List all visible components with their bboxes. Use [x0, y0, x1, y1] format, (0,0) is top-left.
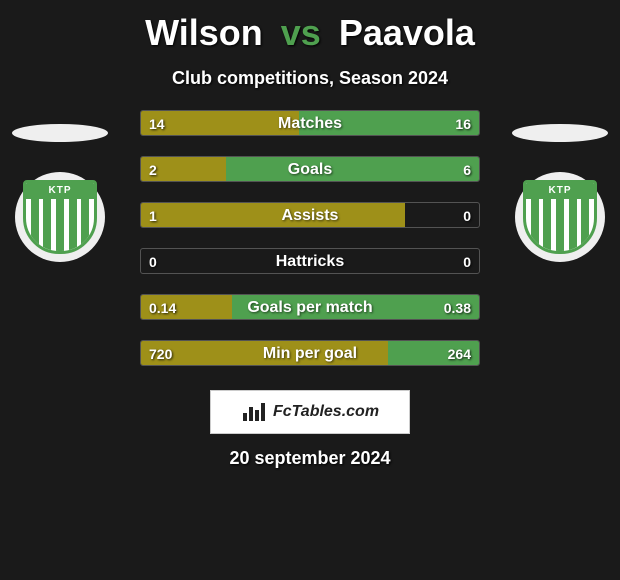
crest-text: KTP [526, 183, 594, 199]
player1-club-crest: KTP [15, 172, 105, 262]
player1-silhouette [12, 124, 108, 142]
subtitle: Club competitions, Season 2024 [0, 68, 620, 89]
player2-silhouette [512, 124, 608, 142]
stat-row: 1416Matches [140, 110, 480, 136]
snapshot-date: 20 september 2024 [0, 448, 620, 469]
player2-club-crest: KTP [515, 172, 605, 262]
left-side-panel: KTP [12, 124, 108, 262]
stat-label: Matches [141, 111, 479, 136]
stat-bars: 1416Matches 26Goals 10Assists 00Hattricks 0.… [140, 110, 480, 386]
stat-label: Hattricks [141, 249, 479, 274]
crest-stripes [526, 199, 594, 251]
crest-stripes [26, 199, 94, 251]
crest-text: KTP [26, 183, 94, 199]
fctables-logo: FcTables.com [210, 390, 410, 434]
stat-label: Goals [141, 157, 479, 182]
player2-name: Paavola [339, 12, 475, 53]
stat-label: Goals per match [141, 295, 479, 320]
player1-name: Wilson [145, 12, 263, 53]
right-side-panel: KTP [512, 124, 608, 262]
stat-label: Assists [141, 203, 479, 228]
stat-label: Min per goal [141, 341, 479, 366]
logo-text: FcTables.com [273, 403, 379, 421]
stat-row: 26Goals [140, 156, 480, 182]
logo-bars-icon [241, 401, 267, 423]
stat-row: 720264Min per goal [140, 340, 480, 366]
stat-row: 00Hattricks [140, 248, 480, 274]
comparison-title: Wilson vs Paavola [0, 0, 620, 54]
stat-row: 10Assists [140, 202, 480, 228]
stat-row: 0.140.38Goals per match [140, 294, 480, 320]
vs-label: vs [281, 12, 321, 53]
